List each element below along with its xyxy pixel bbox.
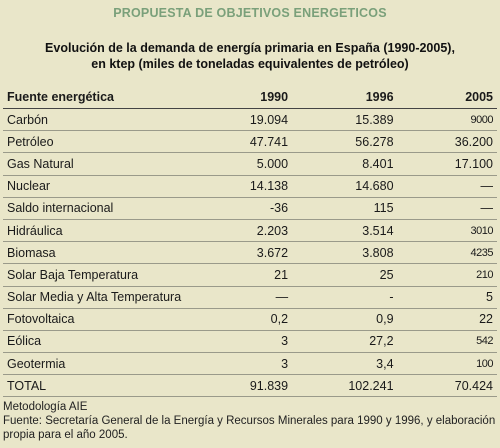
- table-row: Hidráulica 2.203 3.514 3010: [3, 219, 497, 243]
- cell-2005: 5: [397, 286, 497, 309]
- table-row: TOTAL 91.839 102.241 70.424: [3, 374, 497, 398]
- cell-source: TOTAL: [3, 374, 227, 398]
- cell-1996: 115: [292, 197, 398, 220]
- cell-source: Nuclear: [3, 175, 227, 198]
- cell-source: Geotermia: [3, 352, 227, 376]
- cell-source: Gas Natural: [3, 152, 227, 176]
- cell-source: Hidráulica: [3, 219, 227, 243]
- cell-2005: 17.100: [397, 152, 497, 176]
- cell-1990: 91.839: [226, 374, 293, 398]
- cell-source: Saldo internacional: [3, 197, 227, 220]
- section-header: PROPUESTA DE OBJETIVOS ENERGETICOS: [113, 6, 387, 20]
- table-row: Geotermia 3 3,4 100: [3, 352, 497, 376]
- cell-1990: 19.094: [226, 108, 293, 132]
- cell-1990: 3.672: [226, 241, 293, 265]
- cell-1996: 102.241: [292, 374, 398, 398]
- table-row: Eólica 3 27,2 542: [3, 330, 497, 354]
- table-row: Nuclear 14.138 14.680—: [3, 175, 497, 198]
- table-row: Fotovoltaica 0,2 0,9 22: [3, 308, 497, 331]
- cell-2005: 36.200: [397, 130, 497, 154]
- table-header-row: Fuente energética 1990 1996 2005: [3, 86, 497, 109]
- cell-2005: 542: [397, 330, 497, 354]
- section-header-bar: PROPUESTA DE OBJETIVOS ENERGETICOS: [0, 0, 500, 28]
- cell-1990: 21: [226, 263, 293, 287]
- footnote-source: Fuente: Secretaría General de la Energía…: [3, 415, 496, 441]
- cell-1990: 47.741: [226, 130, 293, 154]
- table-row: Solar Baja Temperatura 21 25 210: [3, 263, 497, 287]
- cell-2005: 9000: [397, 108, 497, 132]
- cell-source: Carbón: [3, 108, 227, 132]
- cell-1996: 14.680: [292, 175, 398, 198]
- cell-1996: 15.389: [292, 108, 398, 132]
- column-header-2005: 2005: [397, 86, 497, 109]
- table-row: Gas Natural 5.000 8.401 17.100: [3, 152, 497, 176]
- table-row: Solar Media y Alta Temperatura — -5: [3, 286, 497, 309]
- cell-2005: 3010: [397, 219, 497, 243]
- cell-2005: 22: [397, 308, 497, 331]
- energy-demand-table: Fuente energética 1990 1996 2005 Carbón 1…: [3, 86, 497, 398]
- cell-2005: —: [397, 175, 497, 198]
- table-row: Petróleo 47.741 56.278 36.200: [3, 130, 497, 154]
- cell-2005: —: [397, 197, 497, 220]
- table-footnotes: Metodología AIE Fuente: Secretaría Gener…: [3, 400, 497, 442]
- cell-1996: 25: [292, 263, 398, 287]
- footnote-methodology: Metodología AIE: [3, 401, 88, 413]
- table-title-line-2: en ktep (miles de toneladas equivalentes…: [91, 57, 409, 71]
- cell-1990: 5.000: [226, 152, 293, 176]
- cell-source: Solar Media y Alta Temperatura: [3, 286, 227, 309]
- cell-1996: 3.808: [292, 241, 398, 265]
- cell-1996: 56.278: [292, 130, 398, 154]
- cell-2005: 70.424: [397, 374, 497, 398]
- cell-source: Petróleo: [3, 130, 227, 154]
- cell-1996: 3.514: [292, 219, 398, 243]
- cell-1990: 3: [226, 352, 293, 376]
- cell-source: Fotovoltaica: [3, 308, 227, 331]
- cell-1990: -36: [226, 197, 293, 220]
- cell-source: Eólica: [3, 330, 227, 354]
- table-row: Saldo internacional -36 115—: [3, 197, 497, 220]
- cell-1990: —: [226, 286, 293, 309]
- table-title-line-1: Evolución de la demanda de energía prima…: [45, 41, 455, 55]
- cell-1996: 8.401: [292, 152, 398, 176]
- table-title: Evolución de la demanda de energía prima…: [0, 40, 500, 72]
- cell-1996: 3,4: [292, 352, 398, 376]
- column-header-1990: 1990: [226, 86, 293, 109]
- cell-2005: 100: [397, 352, 497, 376]
- cell-1996: 27,2: [292, 330, 398, 354]
- cell-1990: 2.203: [226, 219, 293, 243]
- cell-source: Solar Baja Temperatura: [3, 263, 227, 287]
- cell-1990: 3: [226, 330, 293, 354]
- column-header-1996: 1996: [292, 86, 398, 109]
- cell-1990: 0,2: [226, 308, 293, 331]
- cell-1996: -: [292, 286, 398, 309]
- column-header-source: Fuente energética: [3, 86, 227, 109]
- cell-1990: 14.138: [226, 175, 293, 198]
- cell-1996: 0,9: [292, 308, 398, 331]
- table-row: Biomasa 3.672 3.808 4235: [3, 241, 497, 265]
- cell-2005: 4235: [397, 241, 497, 265]
- cell-2005: 210: [397, 263, 497, 287]
- cell-source: Biomasa: [3, 241, 227, 265]
- table-row: Carbón 19.094 15.389 9000: [3, 108, 497, 132]
